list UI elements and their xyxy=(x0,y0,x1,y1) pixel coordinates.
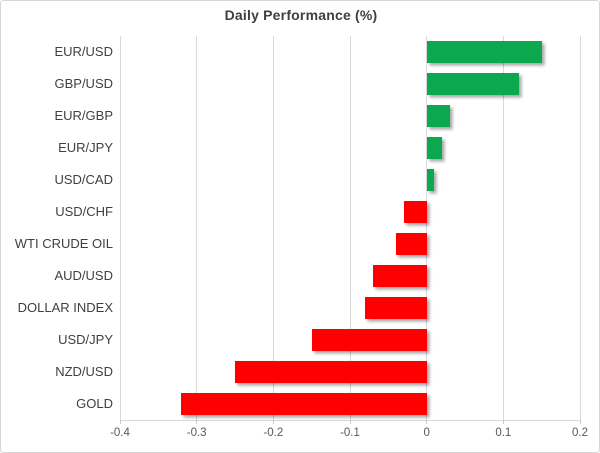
x-tick-label: -0.3 xyxy=(186,427,207,439)
x-tick-label: 0 xyxy=(423,427,430,439)
x-tick-label: -0.1 xyxy=(340,427,360,439)
gridline xyxy=(272,36,274,420)
plot-area xyxy=(119,36,581,424)
tick-mark xyxy=(196,420,198,424)
tick-mark xyxy=(119,420,121,424)
bar-dollar-index xyxy=(365,297,427,319)
bar-gbp-usd xyxy=(426,73,519,95)
x-tick-label: -0.4 xyxy=(110,427,130,439)
bar-wti-crude-oil xyxy=(396,233,427,255)
bar-usd-jpy xyxy=(311,329,427,351)
tick-mark xyxy=(272,420,274,424)
category-label-eur-jpy: EUR/JPY xyxy=(58,140,113,155)
category-label-gbp-usd: GBP/USD xyxy=(54,76,113,91)
category-label-nzd-usd: NZD/USD xyxy=(55,364,113,379)
category-label-dollar-index: DOLLAR INDEX xyxy=(17,300,113,315)
gridline xyxy=(579,36,581,420)
category-label-gold: GOLD xyxy=(76,396,113,411)
bar-eur-usd xyxy=(426,41,542,63)
tick-mark xyxy=(349,420,351,424)
category-label-wti-crude-oil: WTI CRUDE OIL xyxy=(14,236,113,251)
category-label-eur-usd: EUR/USD xyxy=(54,44,113,59)
gridline xyxy=(502,36,504,420)
chart-title: Daily Performance (%) xyxy=(224,7,378,23)
bar-gold xyxy=(181,393,427,415)
gridline xyxy=(349,36,351,420)
x-tick-label: 0.1 xyxy=(495,427,512,439)
bar-aud-usd xyxy=(373,265,427,287)
gridline xyxy=(426,36,428,420)
gridline xyxy=(119,36,121,420)
tick-mark xyxy=(502,420,504,424)
category-label-aud-usd: AUD/USD xyxy=(54,268,113,283)
tick-mark xyxy=(579,420,581,424)
category-label-usd-chf: USD/CHF xyxy=(55,204,113,219)
x-tick-label: -0.2 xyxy=(263,427,284,439)
x-tick-label: 0.2 xyxy=(572,427,588,439)
tick-mark xyxy=(426,420,428,424)
gridline xyxy=(196,36,198,420)
bar-usd-chf xyxy=(403,201,427,223)
bar-eur-jpy xyxy=(426,137,442,159)
category-label-usd-jpy: USD/JPY xyxy=(58,332,113,347)
bar-eur-gbp xyxy=(426,105,450,127)
bar-usd-cad xyxy=(426,169,435,191)
bar-nzd-usd xyxy=(235,361,427,383)
category-label-eur-gbp: EUR/GBP xyxy=(54,108,113,123)
category-label-usd-cad: USD/CAD xyxy=(54,172,113,187)
